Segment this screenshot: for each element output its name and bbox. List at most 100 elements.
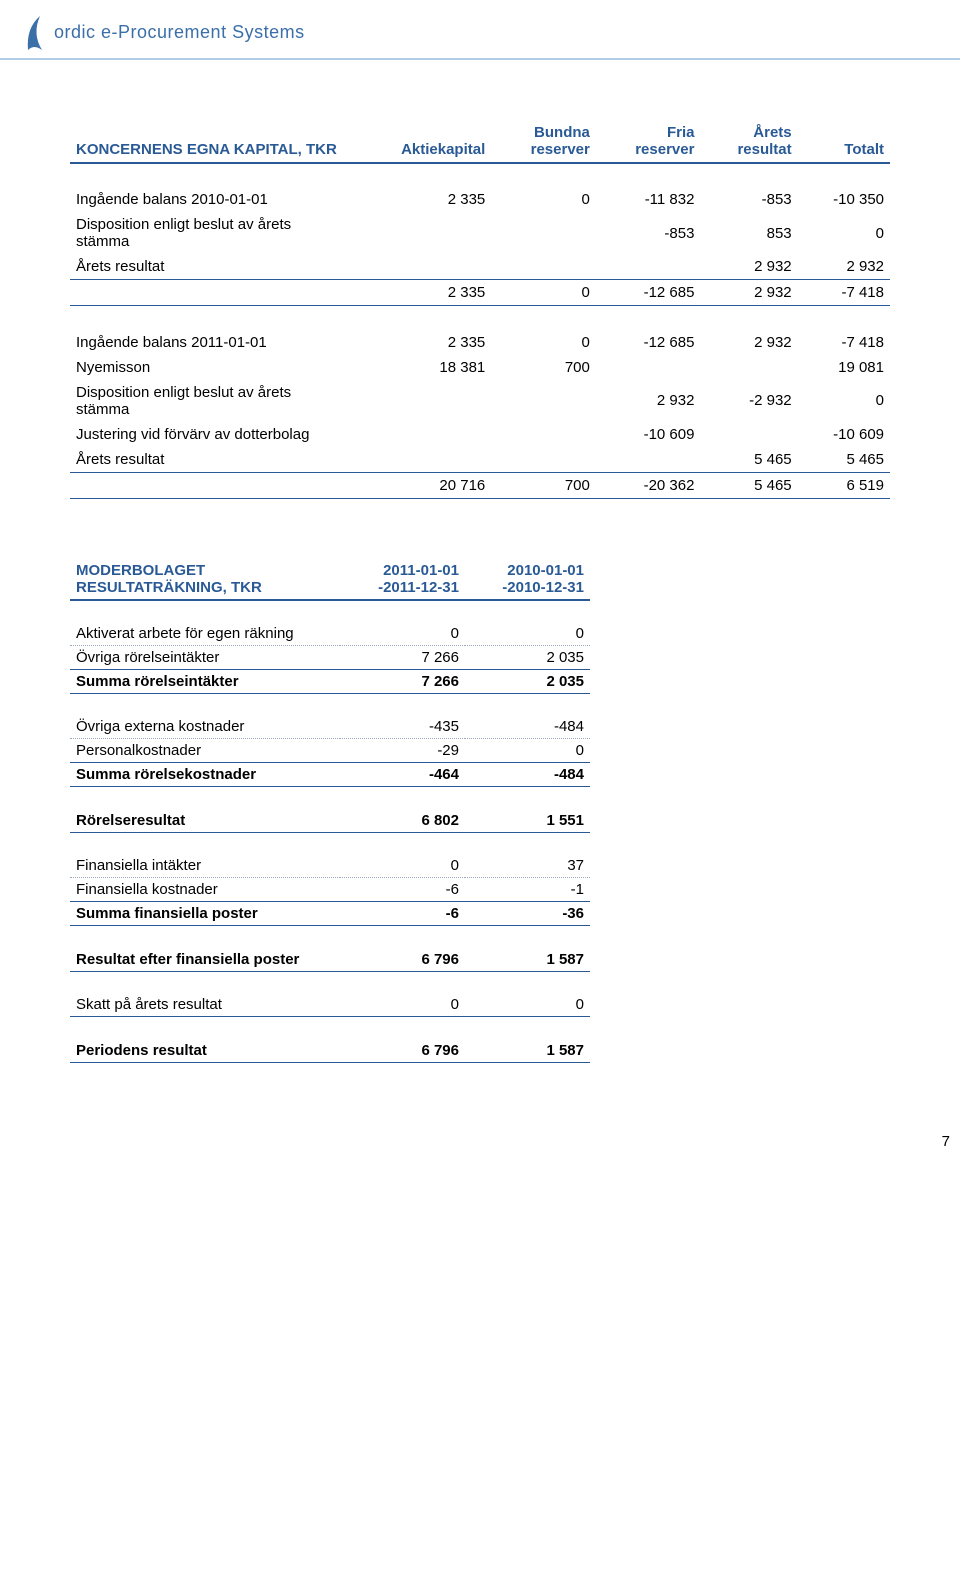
table-row: Ingående balans 2011-01-012 3350-12 6852…	[70, 330, 890, 355]
cell	[491, 447, 596, 473]
table-row: Periodens resultat6 7961 587	[70, 1039, 590, 1063]
row-label: Övriga externa kostnader	[70, 715, 340, 739]
cell	[700, 355, 797, 380]
cell: -435	[340, 715, 465, 739]
page-number: 7	[0, 1103, 960, 1160]
cell: 0	[340, 622, 465, 646]
cell: 18 381	[350, 355, 491, 380]
cell: -12 685	[596, 330, 701, 355]
cell: 0	[465, 739, 590, 763]
cell: -853	[596, 212, 701, 254]
equity-table-body: Ingående balans 2010-01-012 3350-11 832-…	[70, 163, 890, 498]
table-row: Nyemisson18 38170019 081	[70, 355, 890, 380]
cell: 853	[700, 212, 797, 254]
income-col2-line1: 2010-01-01	[507, 562, 584, 579]
cell: 7 266	[340, 669, 465, 693]
cell: -7 418	[798, 280, 890, 306]
cell	[350, 380, 491, 422]
cell: 2 932	[596, 380, 701, 422]
cell: 0	[465, 993, 590, 1017]
cell	[700, 422, 797, 447]
table-row: Summa rörelseintäkter7 2662 035	[70, 669, 590, 693]
cell: -464	[340, 763, 465, 787]
table-row: Personalkostnader-290	[70, 739, 590, 763]
cell: -10 609	[596, 422, 701, 447]
row-label: Disposition enligt beslut av åretsstämma	[70, 380, 350, 422]
row-label: Aktiverat arbete för egen räkning	[70, 622, 340, 646]
cell	[350, 422, 491, 447]
table-row: Disposition enligt beslut av åretsstämma…	[70, 212, 890, 254]
cell: -7 418	[798, 330, 890, 355]
row-label: Ingående balans 2010-01-01	[70, 187, 350, 212]
cell: 6 519	[798, 472, 890, 498]
row-label: Periodens resultat	[70, 1039, 340, 1063]
cell: 2 932	[700, 254, 797, 280]
income-table-body: Aktiverat arbete för egen räkning00Övrig…	[70, 600, 590, 1063]
cell: -10 609	[798, 422, 890, 447]
cell	[596, 447, 701, 473]
equity-col-header: Åretsresultat	[700, 120, 797, 163]
table-row: Aktiverat arbete för egen räkning00	[70, 622, 590, 646]
cell: -853	[700, 187, 797, 212]
equity-title: KONCERNENS EGNA KAPITAL, TKR	[70, 120, 350, 163]
cell: 7 266	[340, 645, 465, 669]
equity-table: KONCERNENS EGNA KAPITAL, TKRAktiekapital…	[70, 120, 890, 499]
table-row: Årets resultat2 9322 932	[70, 254, 890, 280]
cell: 700	[491, 355, 596, 380]
cell: 6 796	[340, 1039, 465, 1063]
row-label	[70, 280, 350, 306]
cell: -484	[465, 763, 590, 787]
cell: -2 932	[700, 380, 797, 422]
cell: -1	[465, 878, 590, 902]
cell: 0	[798, 212, 890, 254]
cell: -484	[465, 715, 590, 739]
cell: 2 335	[350, 187, 491, 212]
equity-col-header: Friareserver	[596, 120, 701, 163]
page-content: KONCERNENS EGNA KAPITAL, TKRAktiekapital…	[0, 90, 960, 1103]
income-title-line2: RESULTATRÄKNING, TKR	[76, 579, 262, 596]
equity-col-header: Bundnareserver	[491, 120, 596, 163]
table-row: 2 3350-12 6852 932-7 418	[70, 280, 890, 306]
row-label: Summa rörelseintäkter	[70, 669, 340, 693]
logo-text: ordic e-Procurement Systems	[54, 22, 305, 43]
cell: 2 035	[465, 669, 590, 693]
cell: 0	[491, 330, 596, 355]
table-row: Övriga externa kostnader-435-484	[70, 715, 590, 739]
income-title-line1: MODERBOLAGET	[76, 562, 205, 579]
row-label: Summa finansiella poster	[70, 902, 340, 926]
row-label: Rörelseresultat	[70, 809, 340, 833]
table-row: Årets resultat 5 4655 465	[70, 447, 890, 473]
table-row: Resultat efter finansiella poster6 7961 …	[70, 948, 590, 972]
logo-bar: ordic e-Procurement Systems	[0, 0, 960, 60]
row-label: Personalkostnader	[70, 739, 340, 763]
table-row: Övriga rörelseintäkter7 2662 035	[70, 645, 590, 669]
cell: 700	[491, 472, 596, 498]
row-label: Finansiella kostnader	[70, 878, 340, 902]
cell: 5 465	[798, 447, 890, 473]
cell: 0	[798, 380, 890, 422]
row-label: Årets resultat	[70, 447, 350, 473]
cell: -11 832	[596, 187, 701, 212]
cell: 6 796	[340, 948, 465, 972]
row-label: Disposition enligt beslut av åretsstämma	[70, 212, 350, 254]
equity-table-head: KONCERNENS EGNA KAPITAL, TKRAktiekapital…	[70, 120, 890, 163]
cell	[350, 212, 491, 254]
cell: 5 465	[700, 447, 797, 473]
cell: 2 335	[350, 280, 491, 306]
cell: 37	[465, 854, 590, 878]
cell	[491, 212, 596, 254]
row-label: Nyemisson	[70, 355, 350, 380]
cell: 6 802	[340, 809, 465, 833]
cell: -6	[340, 902, 465, 926]
table-row: 20 716700-20 3625 4656 519	[70, 472, 890, 498]
table-row: Disposition enligt beslut av åretsstämma…	[70, 380, 890, 422]
cell: -12 685	[596, 280, 701, 306]
cell: 20 716	[350, 472, 491, 498]
cell: 0	[340, 993, 465, 1017]
cell: 0	[340, 854, 465, 878]
row-label: Justering vid förvärv av dotterbolag	[70, 422, 350, 447]
cell	[350, 447, 491, 473]
cell: -36	[465, 902, 590, 926]
cell	[491, 254, 596, 280]
table-row: Finansiella intäkter037	[70, 854, 590, 878]
